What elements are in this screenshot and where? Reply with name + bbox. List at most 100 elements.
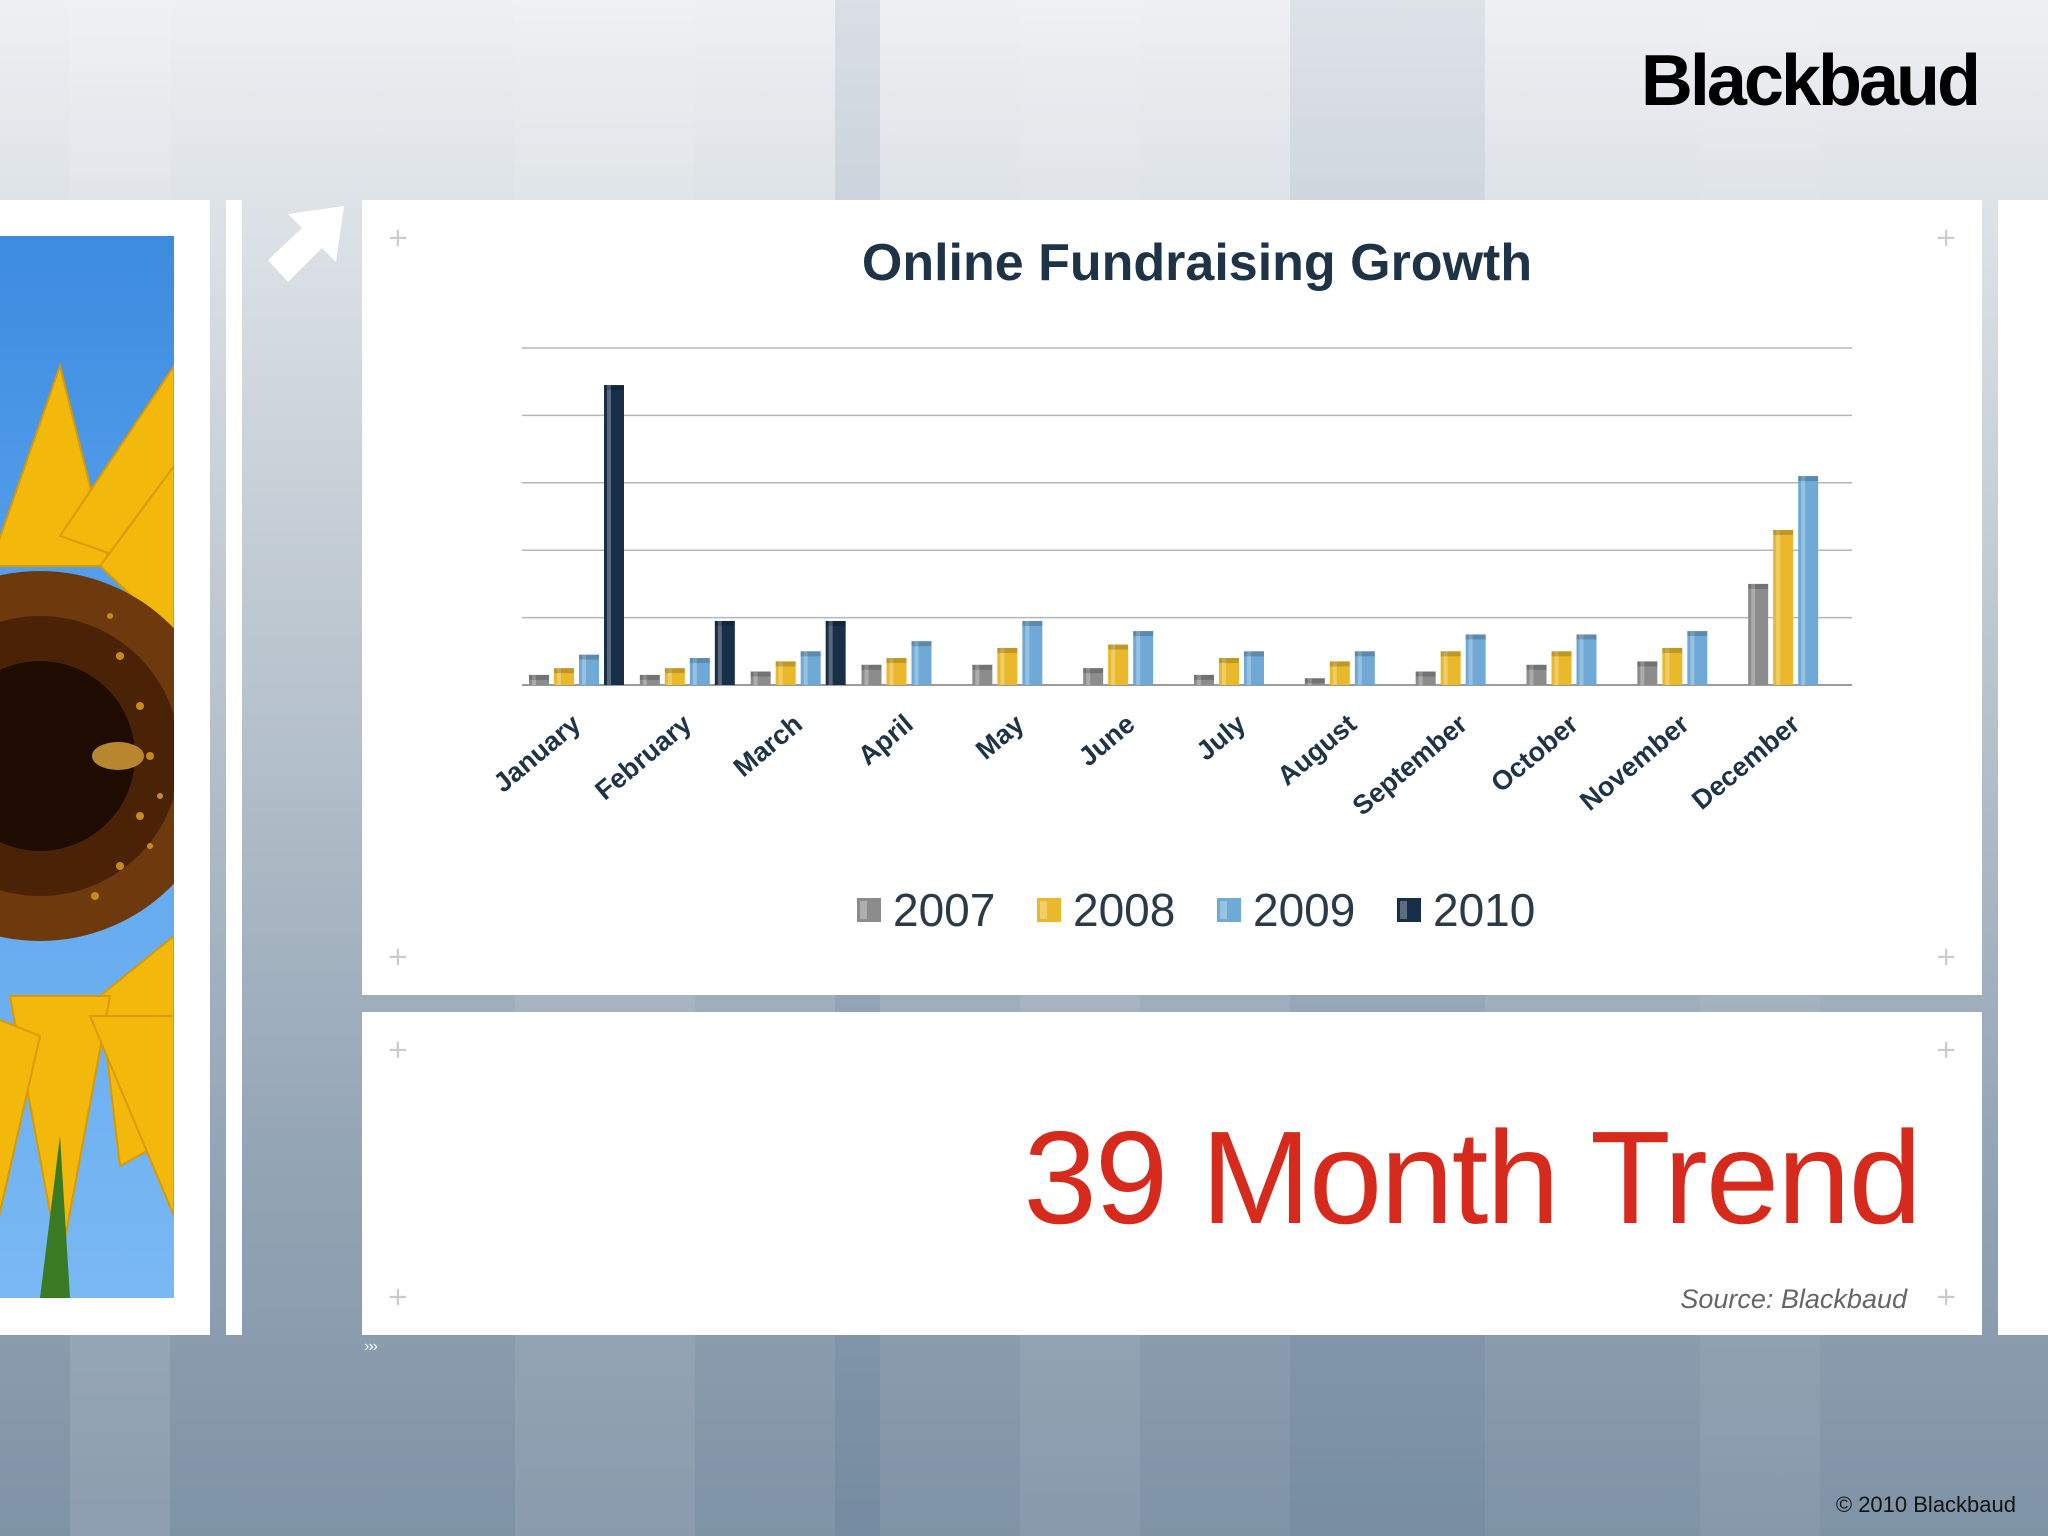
bar-highlight xyxy=(1111,644,1116,685)
bar-cap xyxy=(1194,674,1214,680)
bar-highlight xyxy=(1307,678,1312,685)
bar-cap xyxy=(1687,631,1708,637)
corner-plus-icon: + xyxy=(387,1035,409,1065)
bar-cap xyxy=(1440,651,1461,657)
bar xyxy=(604,385,624,685)
bar xyxy=(1662,647,1683,685)
bar xyxy=(750,671,771,685)
bar-highlight xyxy=(889,658,894,685)
bar-cap xyxy=(800,651,821,657)
corner-plus-icon: + xyxy=(1935,942,1957,972)
x-tick-label: October xyxy=(1485,708,1584,798)
bar-highlight xyxy=(864,664,869,685)
blackbaud-logo: Blackbaud xyxy=(1640,41,1981,121)
legend-swatch xyxy=(857,898,881,922)
arrow-up-right-icon xyxy=(268,206,344,282)
sunflower-photo xyxy=(0,236,174,1298)
bar-highlight xyxy=(532,674,536,685)
corner-plus-icon: + xyxy=(1935,223,1957,253)
bar-cap xyxy=(1576,634,1597,640)
bar-cap xyxy=(1748,583,1769,589)
bar-cap xyxy=(1798,476,1819,482)
bar-cap xyxy=(997,647,1018,653)
bar-highlight xyxy=(1136,631,1141,685)
legend-label: 2007 xyxy=(893,884,995,936)
bar-cap xyxy=(1773,529,1794,535)
bar-cap xyxy=(579,654,599,660)
bar-highlight xyxy=(1640,661,1645,685)
chevrons: ››› xyxy=(364,1338,378,1355)
bar xyxy=(1329,661,1350,685)
bar xyxy=(639,674,660,685)
bar xyxy=(825,620,846,685)
bar xyxy=(1244,651,1264,685)
bar-cap xyxy=(1022,620,1043,626)
bar xyxy=(1354,651,1375,685)
chart-panel: + + + + Online Fundraising Growth January… xyxy=(362,200,1982,995)
bar xyxy=(1576,634,1597,685)
x-tick-label: December xyxy=(1686,708,1806,815)
bar xyxy=(1551,651,1572,685)
bar-highlight xyxy=(1197,674,1201,685)
bar xyxy=(886,658,907,685)
bar-highlight xyxy=(914,641,919,685)
bar-cap xyxy=(1662,647,1683,653)
bar-cap xyxy=(1465,634,1486,640)
bar-highlight xyxy=(1247,651,1251,685)
bar-cap xyxy=(1415,671,1436,677)
x-tick-label: September xyxy=(1347,708,1474,821)
bar xyxy=(554,668,574,685)
bar-highlight xyxy=(1443,651,1448,685)
bar xyxy=(861,664,882,685)
bar xyxy=(1748,583,1769,685)
bar xyxy=(911,641,932,685)
bar-highlight xyxy=(1529,664,1534,685)
corner-plus-icon: + xyxy=(387,942,409,972)
bar-highlight xyxy=(1332,661,1337,685)
x-tick-label: November xyxy=(1574,708,1695,816)
bar-highlight xyxy=(1690,631,1695,685)
bar-cap xyxy=(750,671,771,677)
bar-highlight xyxy=(1801,476,1806,685)
bar-highlight xyxy=(667,668,672,685)
divider-bar xyxy=(226,200,242,1335)
bar xyxy=(1798,476,1819,685)
bar-cap xyxy=(1526,664,1547,670)
bar-highlight xyxy=(607,385,611,685)
bar xyxy=(1526,664,1547,685)
bar-cap xyxy=(1133,631,1154,637)
chart-title: Online Fundraising Growth xyxy=(862,234,1532,292)
legend-swatch-highlight xyxy=(1400,901,1407,919)
bar-cap xyxy=(1551,651,1572,657)
x-tick-label: April xyxy=(852,709,918,772)
bar-highlight xyxy=(778,661,783,685)
legend-label: 2010 xyxy=(1433,884,1535,936)
bar xyxy=(1108,644,1129,685)
x-tick-label: January xyxy=(488,709,587,799)
bar-highlight xyxy=(1579,634,1584,685)
bar-cap xyxy=(1083,668,1104,674)
legend-label: 2009 xyxy=(1253,884,1355,936)
bar xyxy=(972,664,993,685)
bar-highlight xyxy=(828,620,833,685)
corner-plus-icon: + xyxy=(1935,1035,1957,1065)
corner-plus-icon: + xyxy=(1935,1282,1957,1312)
bar-highlight xyxy=(1554,651,1559,685)
bar-highlight xyxy=(1000,647,1005,685)
bar xyxy=(1022,620,1043,685)
bar-highlight xyxy=(557,668,561,685)
x-tick-label: May xyxy=(970,709,1030,766)
bar xyxy=(1304,678,1325,685)
bar xyxy=(714,620,735,685)
bar xyxy=(1465,634,1486,685)
bar xyxy=(1219,658,1239,685)
bar-highlight xyxy=(692,658,697,685)
legend-swatch xyxy=(1397,898,1421,922)
bar-cap xyxy=(1108,644,1129,650)
bar-cap xyxy=(664,668,685,674)
legend-swatch-highlight xyxy=(1040,901,1047,919)
bar-cap xyxy=(1244,651,1264,657)
bar-highlight xyxy=(975,664,980,685)
bar xyxy=(775,661,796,685)
bar-cap xyxy=(1637,661,1658,667)
